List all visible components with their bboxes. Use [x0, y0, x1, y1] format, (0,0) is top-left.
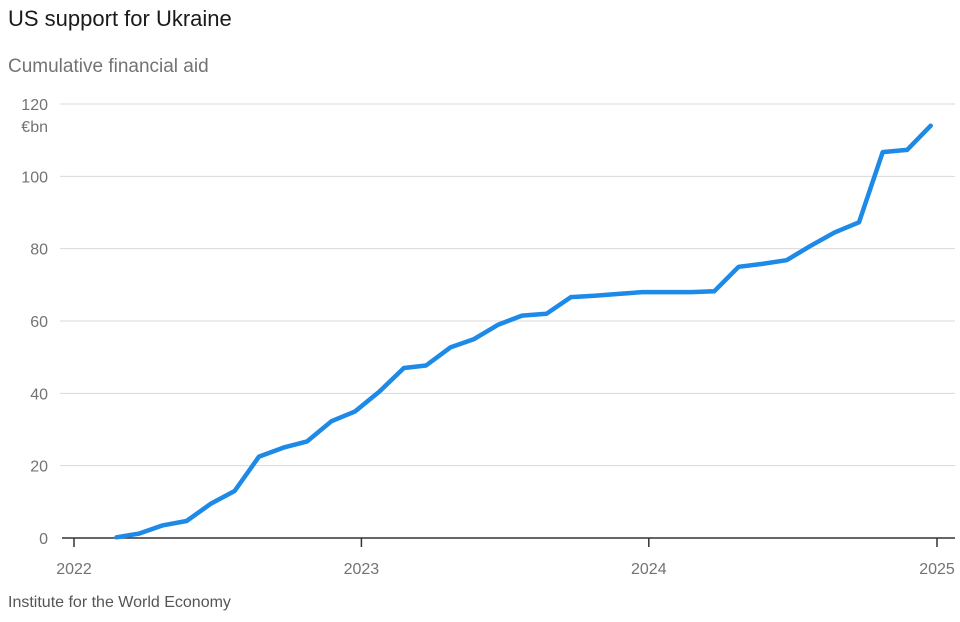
- y-tick-label-80: 80: [30, 242, 48, 259]
- y-tick-label-100: 100: [21, 169, 48, 186]
- y-tick-label-0: 0: [39, 531, 48, 548]
- source-note: Institute for the World Economy: [8, 594, 231, 611]
- chart-title: US support for Ukraine: [8, 6, 232, 31]
- line-chart: 0 20 40 60 80 100 120 €bn 2022 2023 2024 2025: [21, 97, 955, 578]
- y-tick-labels: 0 20 40 60 80 100 120: [21, 97, 48, 548]
- x-tick-label-2023: 2023: [344, 561, 380, 578]
- y-tick-label-60: 60: [30, 314, 48, 331]
- series-layer: [114, 123, 933, 540]
- x-tick-labels: 2022 2023 2024 2025: [56, 538, 955, 578]
- x-tick-label-2022: 2022: [56, 561, 92, 578]
- series-line-0: [114, 123, 933, 540]
- y-tick-label-40: 40: [30, 386, 48, 403]
- y-tick-label-20: 20: [30, 459, 48, 476]
- y-axis-unit-label: €bn: [21, 119, 48, 136]
- x-tick-label-2024: 2024: [631, 561, 667, 578]
- x-tick-label-2025: 2025: [919, 561, 955, 578]
- y-tick-label-120: 120: [21, 97, 48, 114]
- chart-subtitle: Cumulative financial aid: [8, 56, 209, 77]
